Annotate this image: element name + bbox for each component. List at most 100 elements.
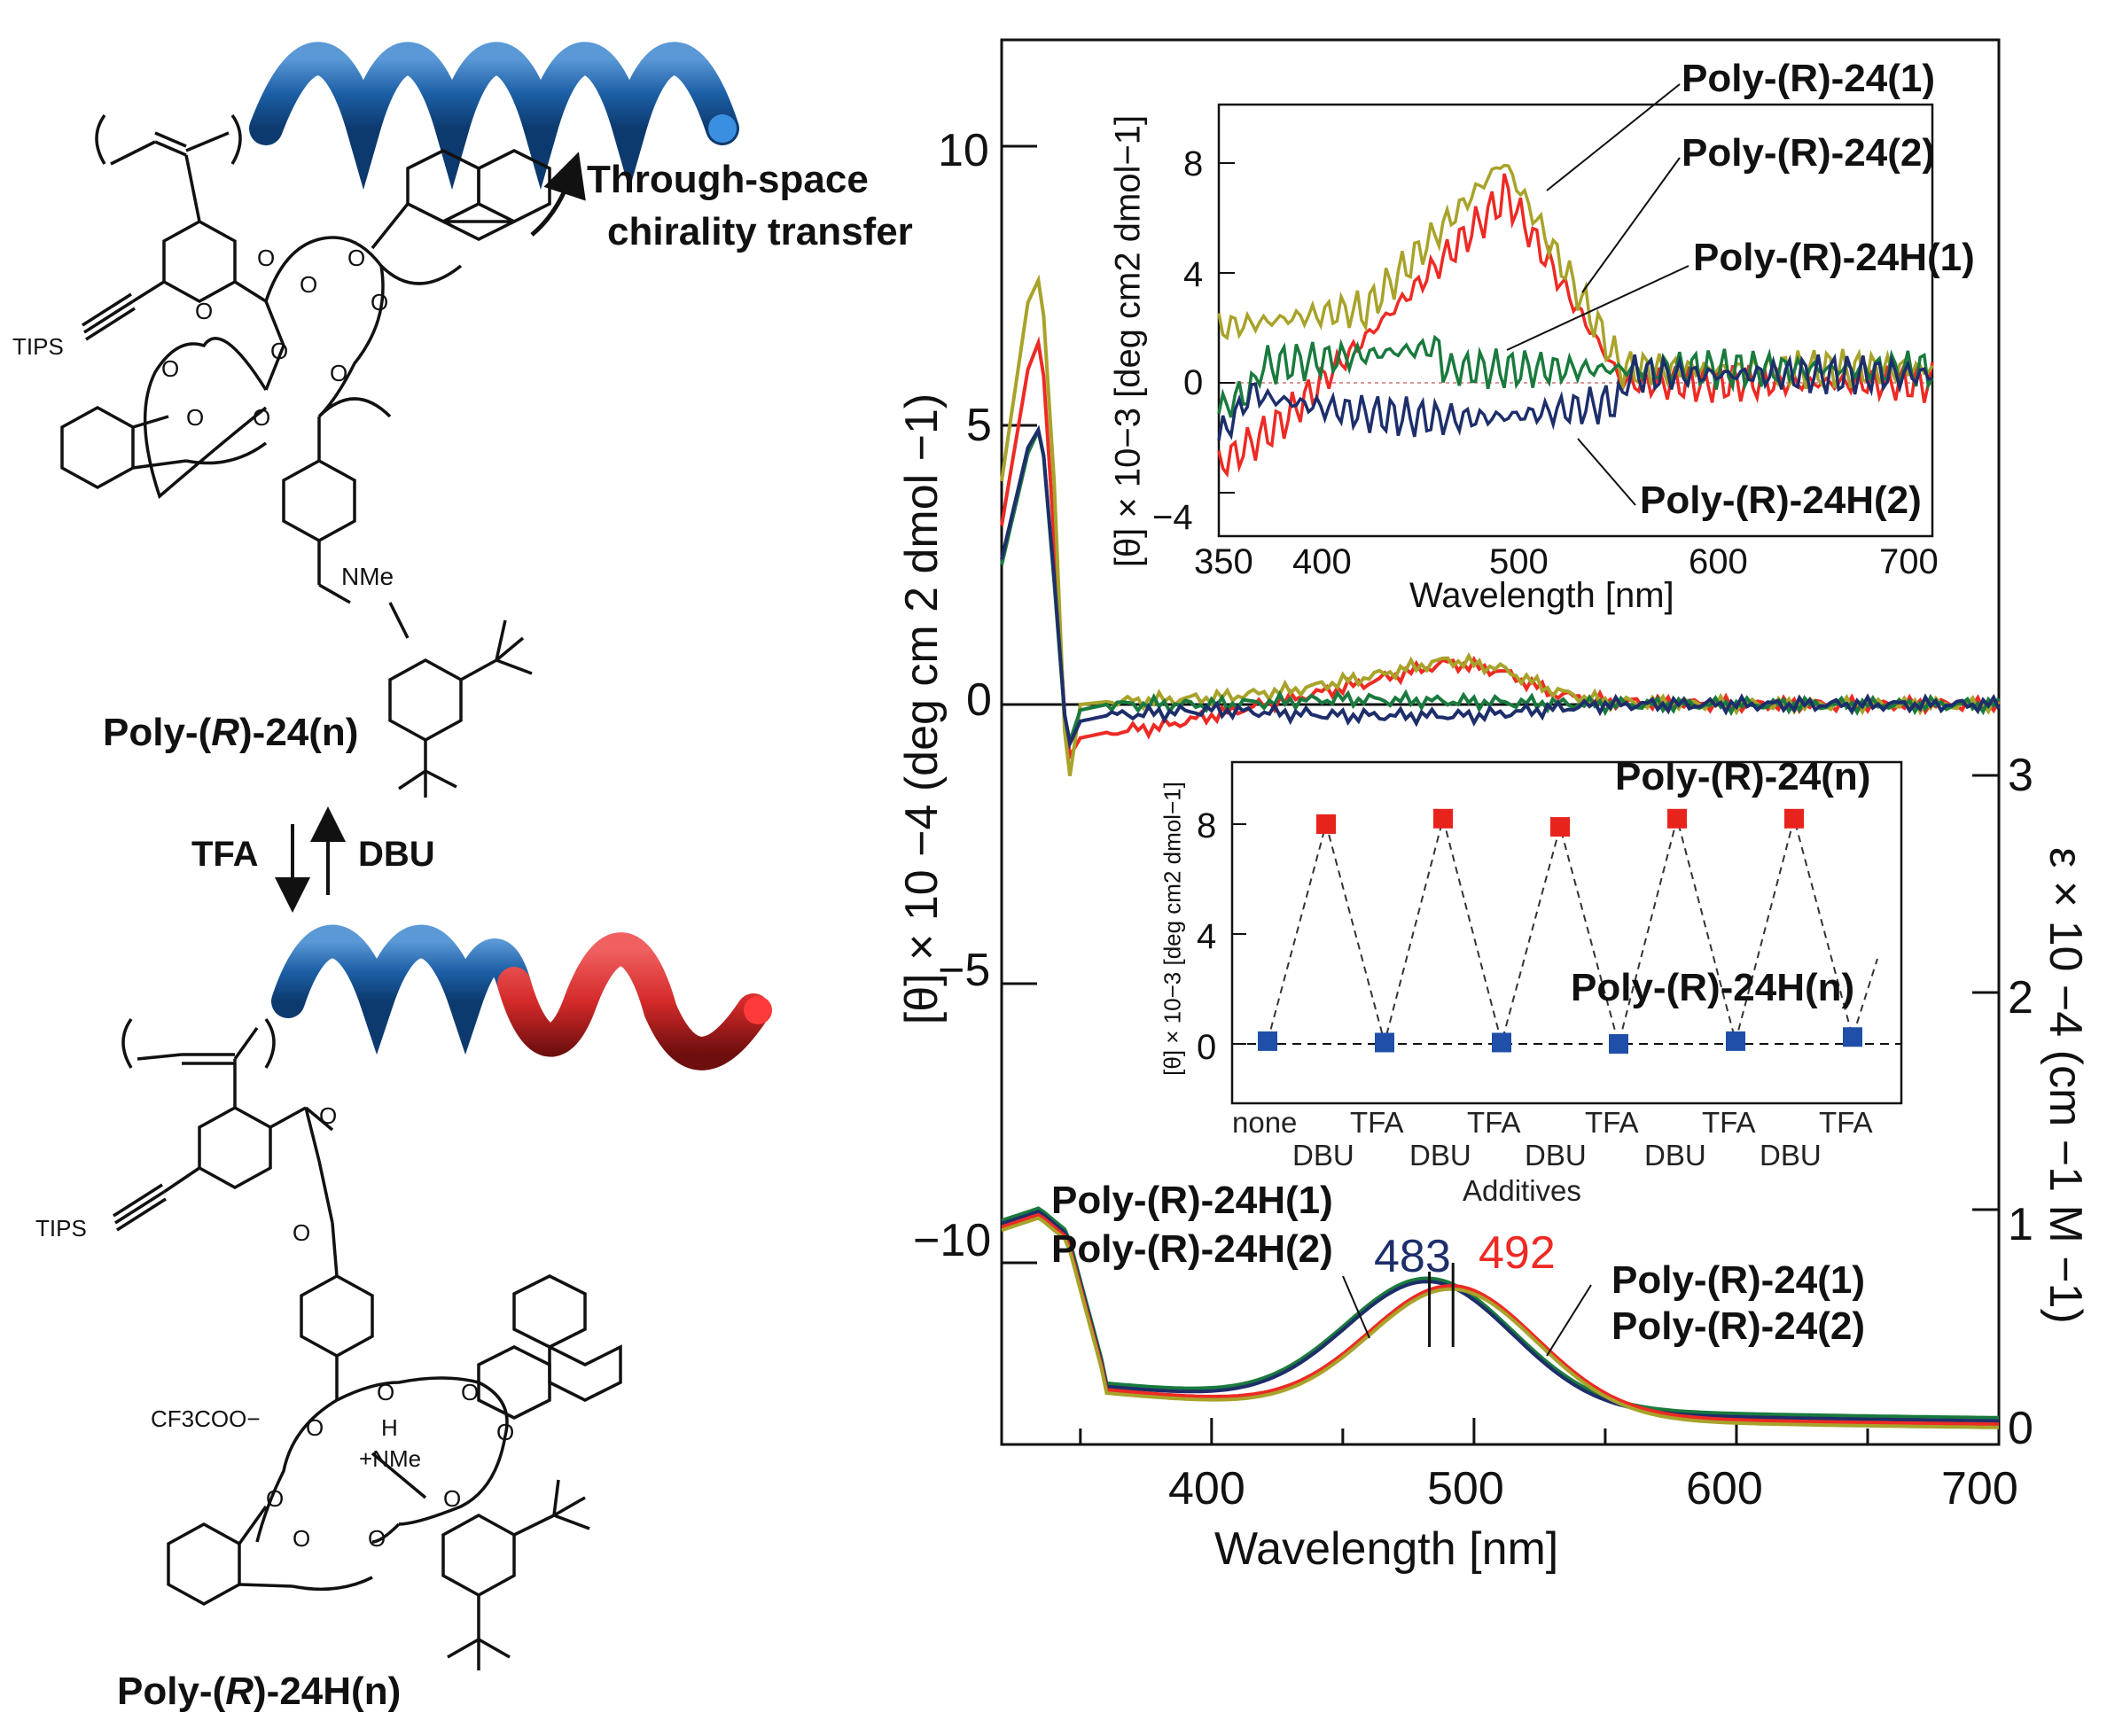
inset1-ylabel: [θ] × 10−3 [deg cm2 dmol−1] xyxy=(1108,114,1148,568)
inset2-xtick-none: none xyxy=(1232,1106,1298,1139)
bottom-backbone xyxy=(113,1017,622,1670)
inset2-xtick-dbu4: DBU xyxy=(1644,1139,1706,1172)
atom-h: H xyxy=(381,1414,398,1441)
inset1-legend-3: Poly-(R)-24H(1) xyxy=(1693,236,1975,279)
ytick-left-m10: −10 xyxy=(913,1215,992,1266)
atom-cf3coo: CF3COO− xyxy=(151,1405,261,1432)
xlabel-main: Wavelength [nm] xyxy=(1214,1523,1559,1575)
ytick-left-5: 5 xyxy=(966,400,992,451)
inset1-legend-4: Poly-(R)-24H(2) xyxy=(1640,479,1922,522)
svg-text:O: O xyxy=(371,289,388,315)
inset1-ytick-4: 4 xyxy=(1183,255,1204,294)
inset2-point-1-5 xyxy=(1843,1027,1862,1047)
atom-nme: NMe xyxy=(341,563,394,590)
inset2-label-24Hn: Poly-(R)-24H(n) xyxy=(1571,966,1855,1009)
inset1-xtick-600: 600 xyxy=(1689,542,1748,581)
inset1-xtick-700: 700 xyxy=(1879,542,1939,581)
peak-483: 483 xyxy=(1374,1231,1451,1282)
inset2-point-1-2 xyxy=(1492,1032,1511,1053)
inset2-xtick-tfa4: TFA xyxy=(1702,1106,1756,1139)
abs-label-24H2: Poly-(R)-24H(2) xyxy=(1051,1227,1333,1271)
inset1-leader-2 xyxy=(1581,157,1681,293)
reagent-dbu: DBU xyxy=(358,835,435,874)
svg-text:O: O xyxy=(319,1102,337,1129)
inset2-xlabel: Additives xyxy=(1463,1174,1581,1207)
inset2-point-1-0 xyxy=(1258,1031,1277,1051)
inset2-point-1-3 xyxy=(1609,1034,1628,1054)
inset2-xtick-dbu2: DBU xyxy=(1409,1139,1471,1172)
inset2-point-0-1 xyxy=(1433,808,1453,829)
ylabel-left-main: [θ] × 10 −4 (deg cm 2 dmol −1) xyxy=(896,393,948,1025)
inset1-xtick-350: 350 xyxy=(1194,542,1253,581)
xtick-400: 400 xyxy=(1168,1463,1245,1514)
abs-label-24H1: Poly-(R)-24H(1) xyxy=(1051,1179,1333,1222)
svg-text:O: O xyxy=(293,1525,310,1552)
inset1-xtick-400: 400 xyxy=(1292,542,1352,581)
abs-line-2 xyxy=(1001,1212,2000,1427)
scheme-drawing: O O O O O O O O O O TIPS NMe xyxy=(12,42,772,1670)
abs-label-242: Poly-(R)-24(2) xyxy=(1611,1304,1866,1348)
svg-text:O: O xyxy=(306,1414,324,1441)
inset2-xtick-tfa3: TFA xyxy=(1585,1106,1639,1139)
svg-text:O: O xyxy=(368,1525,386,1552)
ytick-right-2: 2 xyxy=(2008,972,2033,1024)
svg-text:O: O xyxy=(270,338,288,364)
inset1-ytick-8: 8 xyxy=(1183,144,1204,183)
svg-text:O: O xyxy=(377,1379,394,1405)
ytick-right-0: 0 xyxy=(2008,1403,2033,1454)
cd-line-3 xyxy=(1000,424,2001,750)
inset1-legend-1: Poly-(R)-24(1) xyxy=(1682,57,1936,100)
inset2-xtick-dbu3: DBU xyxy=(1525,1139,1587,1172)
xtick-600: 600 xyxy=(1686,1463,1763,1514)
ytick-right-1: 1 xyxy=(2008,1199,2033,1250)
ytick-right-3: 3 xyxy=(2008,750,2033,801)
inset2-ytick-0: 0 xyxy=(1197,1028,1217,1067)
svg-text:O: O xyxy=(443,1485,461,1512)
inset2-xtick-tfa5: TFA xyxy=(1819,1106,1873,1139)
svg-text:O: O xyxy=(195,298,213,324)
atom-o: O xyxy=(257,245,275,271)
inset2-xtick-dbu5: DBU xyxy=(1760,1139,1822,1172)
svg-text:O: O xyxy=(300,271,317,298)
inset2-point-0-4 xyxy=(1784,808,1804,829)
inset2-ylabel: [θ] × 10−3 [deg cm2 dmol−1] xyxy=(1159,782,1186,1076)
svg-text:O: O xyxy=(266,1485,284,1512)
ytick-left-10: 10 xyxy=(938,125,989,176)
through-space-label-1: Through-space xyxy=(587,158,869,201)
inset1-line-2 xyxy=(1217,334,1934,418)
reagent-tfa: TFA xyxy=(191,835,259,874)
inset1-xtick-500: 500 xyxy=(1489,542,1549,581)
inset1-ytick-m4: −4 xyxy=(1152,498,1193,537)
inset2-label-24n: Poly-(R)-24(n) xyxy=(1615,755,1871,798)
abs-line-1 xyxy=(1001,1209,2000,1423)
chirality-arrow xyxy=(530,152,586,237)
atom-tips-bottom: TIPS xyxy=(35,1215,87,1242)
inset2-zigzag xyxy=(1267,814,1878,1047)
svg-text:O: O xyxy=(330,360,347,386)
helix-bottom-red xyxy=(497,932,770,1070)
inset2-point-0-2 xyxy=(1550,817,1570,837)
inset2-xtick-dbu1: DBU xyxy=(1292,1139,1354,1172)
inset2-point-0-0 xyxy=(1316,814,1336,834)
inset2-xtick-tfa1: TFA xyxy=(1350,1106,1404,1139)
inset1-leader-1 xyxy=(1546,83,1681,191)
svg-text:O: O xyxy=(461,1379,479,1405)
through-space-label-2: chirality transfer xyxy=(607,210,913,253)
ytick-left-0: 0 xyxy=(966,674,992,726)
inset2-point-1-1 xyxy=(1375,1032,1394,1053)
abs-leader-24 xyxy=(1546,1284,1592,1357)
top-backbone xyxy=(60,113,551,798)
abs-line-3 xyxy=(1001,1216,2000,1429)
abs-line-0 xyxy=(1001,1206,1999,1420)
inset1-leader-4 xyxy=(1577,438,1636,506)
compound-label-bottom: Poly-(R)-24H(n) xyxy=(117,1670,402,1713)
atom-nme-plus: +NMe xyxy=(359,1445,421,1472)
abs-label-241: Poly-(R)-24(1) xyxy=(1611,1258,1866,1302)
chemical-scheme: O O O O O O O O O O TIPS NMe xyxy=(0,0,966,1732)
helix-top xyxy=(249,42,739,191)
xtick-700: 700 xyxy=(1941,1463,2018,1514)
inset1-leader-3 xyxy=(1506,265,1690,351)
compound-label-top: Poly-(R)-24(n) xyxy=(103,711,359,754)
abs-leader-24H xyxy=(1342,1275,1370,1339)
main-cd-abs-chart xyxy=(1000,38,2001,1446)
